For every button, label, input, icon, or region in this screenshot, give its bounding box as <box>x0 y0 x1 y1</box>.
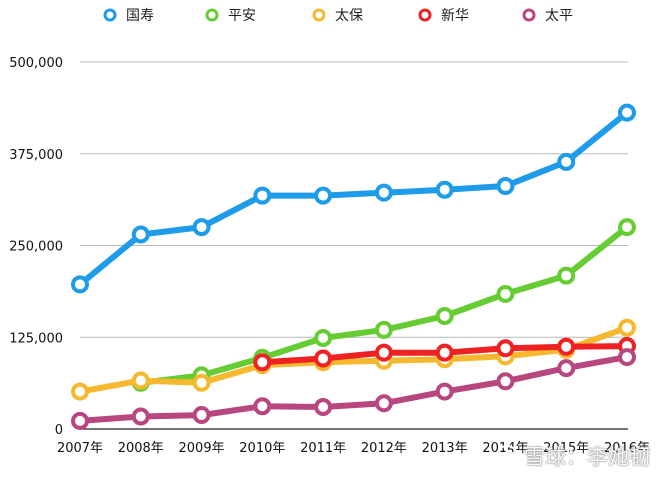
legend: 国寿 平安 太保 新华 太平 <box>103 7 573 24</box>
series-太平 <box>71 348 636 430</box>
legend-marker <box>205 8 219 22</box>
data-point <box>192 406 211 425</box>
series-国寿 <box>71 103 636 294</box>
legend-label: 平安 <box>228 8 256 24</box>
x-tick-label: 2009年 <box>179 441 225 456</box>
x-tick-label: 2011年 <box>300 441 346 456</box>
data-point <box>131 371 150 390</box>
y-axis-ticks: 0 125,000 250,000 375,000 500,000 <box>9 56 63 438</box>
data-point <box>374 394 393 413</box>
data-point <box>71 382 89 401</box>
data-point <box>71 411 89 430</box>
data-point <box>435 306 454 325</box>
legend-label: 新华 <box>441 8 469 24</box>
data-point <box>71 275 89 294</box>
data-point <box>618 218 636 237</box>
data-point <box>253 186 272 205</box>
x-tick-label: 2015年 <box>543 441 589 456</box>
legend-item: 新华 <box>418 8 469 24</box>
data-point <box>374 320 393 339</box>
watermark: 雪球：李她韧 <box>495 441 650 471</box>
x-tick-label: 2013年 <box>422 441 468 456</box>
x-tick-label: 2012年 <box>361 441 407 456</box>
data-point <box>557 266 576 285</box>
data-point <box>618 318 636 337</box>
data-point <box>618 348 636 367</box>
y-tick-label: 125,000 <box>9 331 63 346</box>
data-point <box>253 397 272 416</box>
data-point <box>374 183 393 202</box>
data-point <box>557 337 576 356</box>
data-point <box>496 177 515 196</box>
series-lines <box>71 103 636 430</box>
data-point <box>131 407 150 426</box>
series-line <box>77 354 630 424</box>
x-tick-label: 2007年 <box>57 441 103 456</box>
series-line <box>77 324 630 395</box>
data-point <box>314 349 333 368</box>
data-point <box>435 382 454 401</box>
xueqiu-logo-icon <box>496 445 518 467</box>
y-tick-label: 250,000 <box>9 240 63 255</box>
x-tick-label: 2016年 <box>604 441 650 456</box>
y-tick-label: 500,000 <box>9 56 63 71</box>
data-point <box>435 343 454 362</box>
data-point <box>192 218 211 237</box>
y-tick-label: 375,000 <box>9 148 63 163</box>
legend-label: 太保 <box>335 8 363 24</box>
watermark-text: 雪球：李她韧 <box>524 445 650 469</box>
legend-item: 国寿 <box>103 7 154 24</box>
y-tick-label: 0 <box>55 423 63 438</box>
series-line <box>77 109 630 288</box>
legend-marker <box>103 8 117 22</box>
data-point <box>435 180 454 199</box>
x-axis-ticks: 2007年 2008年 2009年 2010年 2011年 2012年 2013年 2014年… <box>57 441 650 456</box>
legend-label: 国寿 <box>126 7 154 24</box>
legend-marker <box>522 8 536 22</box>
data-point <box>496 284 515 303</box>
data-point <box>314 397 333 416</box>
series-新华 <box>253 337 636 372</box>
data-point <box>314 328 333 347</box>
legend-label: 太平 <box>545 8 573 24</box>
x-tick-label: 2010年 <box>239 441 285 456</box>
data-point <box>557 359 576 378</box>
data-point <box>131 225 150 244</box>
data-point <box>253 353 272 372</box>
legend-item: 平安 <box>205 8 256 24</box>
legend-marker <box>312 8 326 22</box>
x-tick-label: 2008年 <box>118 441 164 456</box>
grid-lines <box>80 61 628 430</box>
data-point <box>618 103 636 122</box>
data-point <box>314 186 333 205</box>
data-point <box>192 373 211 392</box>
legend-item: 太平 <box>522 8 573 24</box>
legend-marker <box>418 8 432 22</box>
data-point <box>496 339 515 358</box>
data-point <box>374 343 393 362</box>
data-point <box>496 372 515 391</box>
data-point <box>557 152 576 171</box>
legend-item: 太保 <box>312 8 363 24</box>
